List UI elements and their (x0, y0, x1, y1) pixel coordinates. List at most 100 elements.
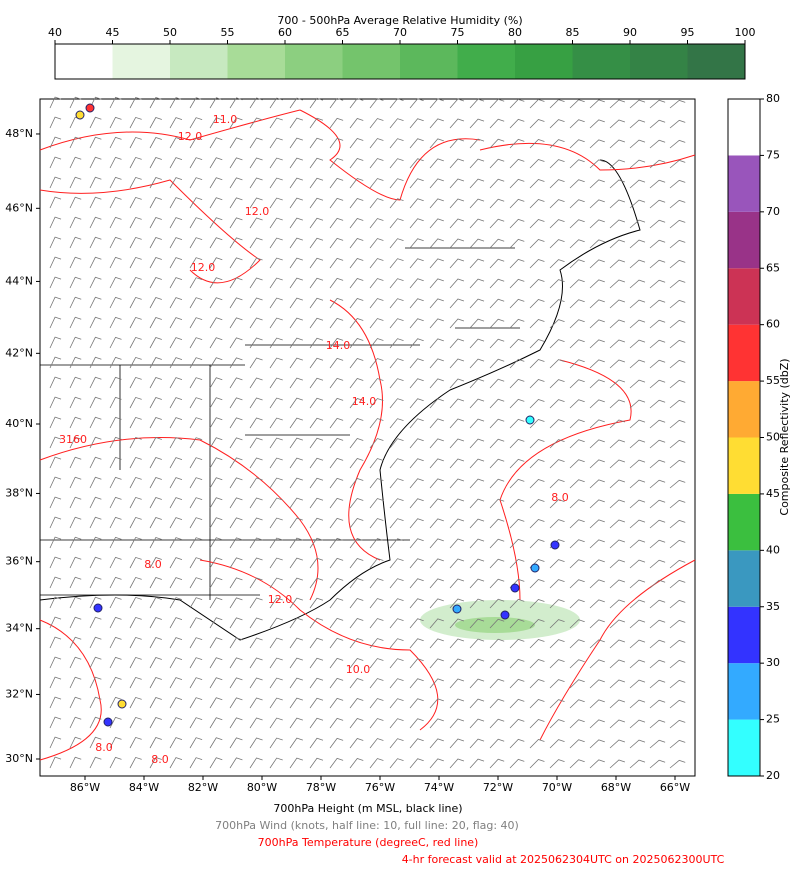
wind-barb (169, 737, 183, 749)
wind-barb (429, 198, 444, 209)
wind-barb (309, 697, 324, 709)
wind-barb (489, 718, 505, 729)
wind-barb (369, 578, 384, 589)
wind-barb (569, 99, 585, 109)
wind-barb (589, 399, 605, 409)
wind-barb (189, 297, 203, 309)
wind-barb (149, 737, 162, 749)
wind-barb (369, 558, 384, 569)
wind-barb (669, 259, 686, 269)
wind-barb (89, 556, 102, 569)
wind-barb (269, 437, 283, 449)
wind-barb (549, 639, 565, 649)
wind-barb (229, 237, 243, 249)
wind-barb (529, 618, 545, 629)
wind-barb (569, 339, 585, 349)
wind-barb (669, 219, 686, 229)
wind-barb (49, 176, 62, 189)
wind-barb (529, 418, 545, 429)
wind-barb (189, 477, 203, 489)
wind-barb (269, 637, 283, 649)
wind-barb (69, 676, 82, 689)
wind-barb (649, 619, 666, 629)
wind-barb (149, 717, 162, 729)
wind-barb (649, 479, 666, 489)
wind-barb (629, 159, 646, 169)
wind-barb (329, 577, 344, 589)
reflectivity-cell (550, 540, 560, 550)
wind-barb (449, 338, 465, 349)
contour-label: 12.0 (245, 205, 270, 218)
y-tick-label: 44°N (5, 274, 33, 287)
wind-barb (229, 157, 243, 169)
wind-barb (469, 558, 485, 569)
wind-barb (329, 437, 344, 449)
wind-barb (609, 319, 626, 329)
wind-barb (349, 317, 364, 329)
wind-barb (569, 359, 585, 369)
wind-barb (309, 297, 324, 309)
wind-barb (429, 458, 444, 469)
wind-barb (249, 737, 263, 749)
wind-barb (469, 158, 485, 169)
wind-barb (449, 318, 465, 329)
wind-barb (669, 279, 686, 289)
wind-barb (149, 357, 162, 369)
wind-barb (609, 339, 626, 349)
wind-barb (529, 98, 545, 109)
colorbar-tick-label: 75 (451, 26, 465, 39)
wind-barb (529, 518, 545, 529)
wind-barb (269, 297, 283, 309)
wind-barb (489, 338, 505, 349)
wind-barb (489, 198, 505, 209)
wind-barb (509, 558, 525, 569)
wind-barb (569, 579, 585, 589)
wind-barb (329, 537, 344, 549)
wind-barb (109, 176, 122, 189)
wind-barb (529, 158, 545, 169)
wind-barb (49, 236, 62, 249)
reflectivity-cell (103, 717, 113, 727)
wind-barb (69, 636, 82, 649)
wind-barb (49, 376, 62, 389)
wind-barb (189, 97, 203, 109)
wind-barb (269, 337, 283, 349)
wind-barb (409, 478, 424, 489)
color-block (112, 44, 170, 79)
wind-barb (229, 497, 243, 509)
wind-barb (329, 217, 344, 229)
wind-barb (249, 557, 263, 569)
wind-barb (49, 296, 62, 309)
wind-barb (529, 278, 545, 289)
wind-barb (469, 438, 485, 449)
wind-barb (129, 576, 142, 589)
wind-barb (109, 296, 122, 309)
wind-barb (329, 237, 344, 249)
wind-barb (389, 158, 404, 169)
wind-barb (49, 96, 62, 109)
wind-barb (349, 437, 364, 449)
wind-barb (69, 296, 82, 309)
caption: 700hPa Height (m MSL, black line) (273, 802, 462, 815)
wind-barb (69, 596, 82, 609)
wind-barb (649, 399, 666, 409)
wind-barb (589, 659, 605, 669)
wind-barb (229, 177, 243, 189)
wind-barb (589, 499, 605, 509)
wind-barb (169, 117, 183, 129)
wind-barb (249, 317, 263, 329)
wind-barb (669, 199, 686, 209)
wind-barb (249, 377, 263, 389)
wind-barb (189, 417, 203, 429)
wind-barb (389, 758, 404, 769)
wind-barb (449, 198, 465, 209)
wind-barb (589, 119, 605, 129)
wind-barb (569, 759, 585, 769)
wind-barb (569, 139, 585, 149)
wind-barb (269, 137, 283, 149)
wind-barb (369, 378, 384, 389)
wind-barb (229, 477, 243, 489)
wind-barb (329, 457, 344, 469)
wind-barb (509, 178, 525, 189)
wind-barb (89, 596, 102, 609)
